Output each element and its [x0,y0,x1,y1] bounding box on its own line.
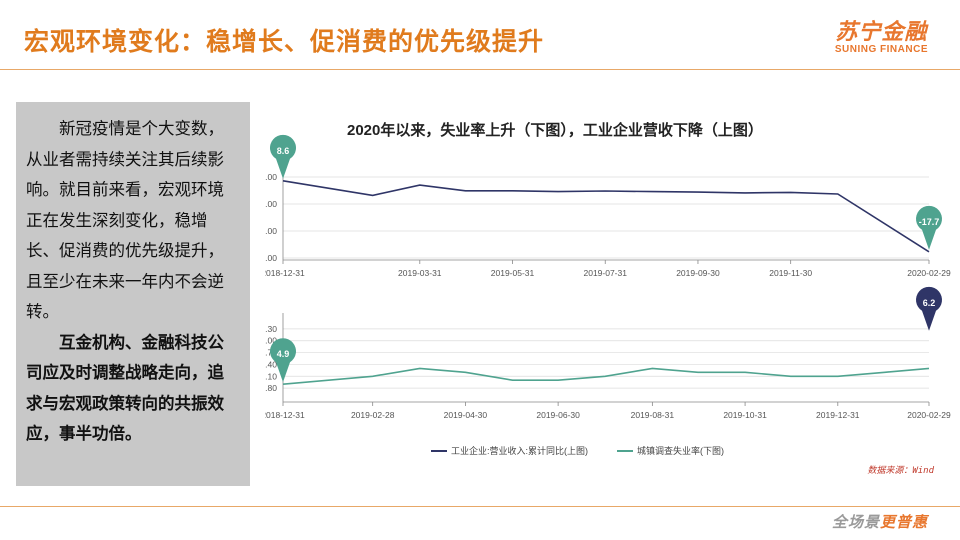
bottom-chart-annotation-pin [270,338,296,383]
top-chart-x-tick-label: 2019-11-30 [769,268,812,278]
bottom-chart-x-tick-label: 2020-02-29 [907,410,951,420]
commentary-paragraph-1: 新冠疫情是个大变数，从业者需持续关注其后续影响。就目前来看，宏观环境正在发生深刻… [26,119,224,321]
chart-svg: 2020年以来，失业率上升（下图），工业企业营收下降（上图）%10.000.00… [251,121,951,456]
top-chart-x-tick-label: 2019-07-31 [583,268,627,278]
data-source: 数据来源：Wind [867,466,934,476]
top-chart-series-line [282,180,930,253]
legend-label-top: 工业企业:营业收入:累计同比(上图) [451,445,588,456]
top-chart-y-tick-label: 0.00 [265,199,277,209]
bottom-chart-x-tick-label: 2018-12-31 [265,410,305,420]
bottom-chart-y-tick-label: 6.30 [265,324,277,334]
bottom-chart-y-tick-label: 4.80 [265,383,277,393]
chart-title: 2020年以来，失业率上升（下图），工业企业营收下降（上图） [347,121,763,139]
bottom-chart-x-tick-label: 2019-02-28 [351,410,395,420]
top-chart-x-tick-label: 2019-05-31 [491,268,535,278]
slogan-part-b: 更普惠 [879,513,928,531]
bottom-chart-x-tick-label: 2019-08-31 [631,410,675,420]
header: 宏观环境变化：稳增长、促消费的优先级提升 苏宁金融 SUNING FINANCE [0,0,960,70]
commentary-box: 新冠疫情是个大变数，从业者需持续关注其后续影响。就目前来看，宏观环境正在发生深刻… [16,102,250,486]
top-chart-annotation-pin [916,205,942,250]
bottom-chart-x-tick-label: 2019-06-30 [536,410,580,420]
top-chart-annotation-label: 8.6 [277,146,290,156]
bottom-chart-x-tick-label: 2019-04-30 [444,410,488,420]
top-chart-x-tick-label: 2020-02-29 [907,268,951,278]
top-chart-x-tick-label: 2019-09-30 [676,268,720,278]
bottom-chart-annotation-label: 4.9 [277,349,290,359]
logo-chinese: 苏宁金融 [835,20,928,45]
chart-panel: 2020年以来，失业率上升（下图），工业企业营收下降（上图）%10.000.00… [251,100,955,470]
bottom-chart-annotation-pin [916,286,942,331]
bottom-chart-y-tick-label: 6.00 [265,336,277,346]
top-chart-y-tick-label: -20.00 [265,253,277,263]
top-chart-annotation-label: -17.7 [919,217,940,227]
bottom-chart-series-line [282,367,930,385]
top-chart-x-tick-label: 2019-03-31 [398,268,442,278]
legend-label-bottom: 城镇调查失业率(下图) [637,445,724,456]
slogan-part-a: 全场景 [831,513,880,531]
bottom-chart-y-tick-label: 5.70 [265,348,277,358]
bottom-chart-y-tick-label: 5.40 [265,359,277,369]
top-chart-y-tick-label: 10.00 [265,172,277,182]
footer-slogan: 全场景更普惠 [832,511,928,532]
footer-divider [0,506,960,507]
top-chart-y-tick-label: -10.00 [265,226,277,236]
header-divider [0,69,960,70]
bottom-chart-annotation-label: 6.2 [923,298,936,308]
logo-english: SUNING FINANCE [834,44,928,55]
top-chart-x-tick-label: 2018-12-31 [265,268,305,278]
bottom-chart-x-tick-label: 2019-12-31 [816,410,860,420]
bottom-chart-y-tick-label: 5.10 [265,371,277,381]
commentary-paragraph-2: 互金机构、金融科技公司应及时调整战略走向，追求与宏观政策转向的共振效应，事半功倍… [26,332,224,444]
brand-logo: 苏宁金融 SUNING FINANCE [835,14,928,55]
top-chart-annotation-pin [270,134,296,179]
page-title: 宏观环境变化：稳增长、促消费的优先级提升 [24,27,545,56]
bottom-chart-x-tick-label: 2019-10-31 [723,410,767,420]
